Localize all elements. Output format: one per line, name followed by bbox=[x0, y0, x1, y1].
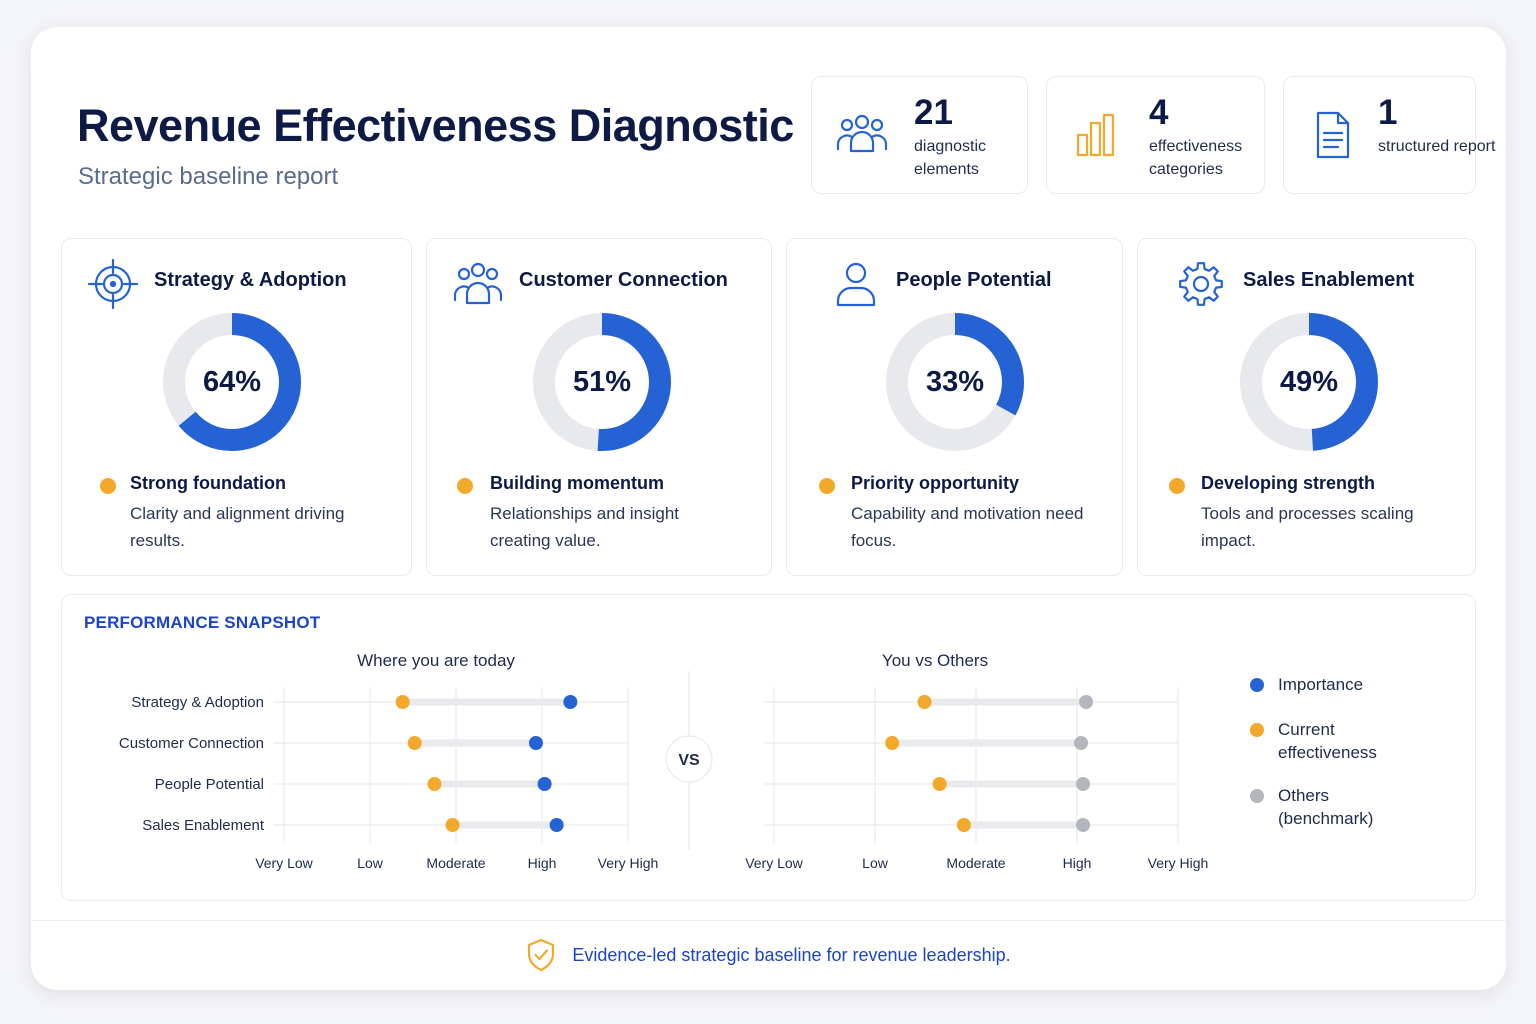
data-point bbox=[1076, 818, 1091, 832]
row-label: Customer Connection bbox=[119, 735, 264, 752]
x-tick-label: High bbox=[1063, 855, 1092, 871]
data-point bbox=[1079, 695, 1094, 709]
page-title: Revenue Effectiveness Diagnostic bbox=[77, 100, 794, 151]
category-status: Building momentum bbox=[490, 473, 664, 493]
chart-title: You vs Others bbox=[882, 651, 988, 670]
people-group-icon bbox=[453, 262, 503, 305]
category-name: Strategy & Adoption bbox=[154, 269, 347, 291]
category-percent: 49% bbox=[1279, 366, 1339, 398]
person-icon bbox=[836, 262, 876, 307]
crosshair-target-icon bbox=[88, 259, 138, 309]
performance-snapshot-chart: Where you are today Very Low Low Moderate Hi… bbox=[119, 651, 1377, 871]
data-point bbox=[1074, 736, 1089, 750]
shield-check-icon bbox=[528, 938, 555, 972]
category-donut: 33% bbox=[884, 311, 1026, 453]
category-name: People Potential bbox=[896, 269, 1052, 291]
stat-value: 1 bbox=[1378, 93, 1398, 132]
stat-card-effectiveness-categories: 4 effectiveness categories bbox=[1046, 76, 1265, 194]
category-description: Capability and motivation need focus. bbox=[851, 504, 1084, 550]
donut-progress-arc bbox=[886, 313, 1024, 451]
data-point bbox=[549, 818, 564, 832]
category-percent: 33% bbox=[925, 366, 985, 398]
footer-text: Evidence-led strategic baseline for reve… bbox=[572, 944, 1011, 965]
row-label: People Potential bbox=[155, 776, 264, 793]
footer: Evidence-led strategic baseline for reve… bbox=[31, 933, 1506, 977]
category-card-strategy-adoption: Strategy & Adoption 64% Strong foundatio… bbox=[61, 238, 412, 576]
category-card-customer-connection: Customer Connection 51% Building momentu… bbox=[426, 238, 772, 576]
category-description: Relationships and insight creating value… bbox=[490, 504, 680, 550]
stat-value: 4 bbox=[1149, 93, 1169, 132]
category-card-people-potential: People Potential 33% Priority opportunit… bbox=[786, 238, 1123, 576]
footer-divider bbox=[31, 920, 1506, 921]
x-tick-label: Low bbox=[357, 855, 384, 871]
x-tick-label: Very Low bbox=[255, 855, 313, 871]
category-description: Tools and processes scaling impact. bbox=[1201, 504, 1414, 550]
category-description: Clarity and alignment driving results. bbox=[130, 504, 345, 550]
data-point bbox=[885, 736, 900, 750]
data-point bbox=[445, 818, 460, 832]
x-tick-label: Moderate bbox=[946, 855, 1005, 871]
category-percent: 51% bbox=[572, 366, 632, 398]
category-status: Strong foundation bbox=[130, 473, 286, 493]
vs-label: VS bbox=[678, 752, 700, 769]
category-percent: 64% bbox=[202, 366, 262, 398]
document-icon bbox=[1316, 111, 1350, 159]
status-dot bbox=[100, 478, 116, 494]
data-point bbox=[528, 736, 543, 750]
legend-label: Current effectiveness bbox=[1278, 720, 1377, 762]
category-donut: 49% bbox=[1238, 311, 1380, 453]
data-point bbox=[407, 736, 422, 750]
stat-label: effectiveness categories bbox=[1149, 138, 1243, 178]
category-name: Sales Enablement bbox=[1243, 269, 1415, 291]
status-dot bbox=[457, 478, 473, 494]
data-point bbox=[917, 695, 932, 709]
data-point bbox=[1076, 777, 1091, 791]
donut-progress-arc bbox=[163, 313, 301, 451]
data-point bbox=[427, 777, 442, 791]
data-point bbox=[537, 777, 552, 791]
row-label: Sales Enablement bbox=[142, 817, 265, 834]
legend-marker bbox=[1250, 789, 1264, 803]
bar-chart-icon bbox=[1076, 113, 1115, 157]
x-tick-label: High bbox=[528, 855, 557, 871]
stat-label: diagnostic elements bbox=[914, 138, 987, 178]
x-tick-label: Low bbox=[862, 855, 889, 871]
legend-marker bbox=[1250, 678, 1264, 692]
legend-label: Importance bbox=[1278, 675, 1363, 694]
data-point bbox=[956, 818, 971, 832]
report-frame: Revenue Effectiveness Diagnostic Strateg… bbox=[31, 27, 1506, 990]
stat-card-structured-report: 1 structured report bbox=[1283, 76, 1495, 194]
x-tick-label: Very High bbox=[1148, 855, 1209, 871]
legend-label: Others (benchmark) bbox=[1278, 786, 1373, 828]
people-group-icon bbox=[836, 114, 888, 153]
page-subtitle: Strategic baseline report bbox=[78, 163, 339, 190]
data-point bbox=[563, 695, 578, 709]
data-point bbox=[932, 777, 947, 791]
donut-progress-arc bbox=[1240, 313, 1378, 451]
row-label: Strategy & Adoption bbox=[131, 694, 264, 711]
category-donut: 51% bbox=[531, 311, 673, 453]
data-point bbox=[395, 695, 410, 709]
category-card-sales-enablement: Sales Enablement 49% Developing strength… bbox=[1137, 238, 1476, 576]
status-dot bbox=[1169, 478, 1185, 494]
chart-title: Where you are today bbox=[357, 651, 515, 670]
status-dot bbox=[819, 478, 835, 494]
gear-icon bbox=[1179, 262, 1223, 306]
category-donut: 64% bbox=[161, 311, 303, 453]
category-status: Developing strength bbox=[1201, 473, 1376, 493]
x-tick-label: Moderate bbox=[426, 855, 485, 871]
stat-card-diagnostic-elements: 21 diagnostic elements bbox=[811, 76, 1028, 194]
snapshot-title: PERFORMANCE SNAPSHOT bbox=[84, 613, 321, 632]
stat-value: 21 bbox=[914, 93, 953, 132]
legend-marker bbox=[1250, 723, 1264, 737]
donut-progress-arc bbox=[533, 313, 671, 451]
x-tick-label: Very High bbox=[598, 855, 659, 871]
category-name: Customer Connection bbox=[519, 269, 728, 291]
category-status: Priority opportunity bbox=[851, 473, 1019, 493]
vs-badge bbox=[665, 735, 713, 783]
stat-label: structured report bbox=[1378, 138, 1496, 155]
x-tick-label: Very Low bbox=[745, 855, 803, 871]
performance-snapshot-panel: PERFORMANCE SNAPSHOT Where you are today… bbox=[61, 594, 1476, 901]
